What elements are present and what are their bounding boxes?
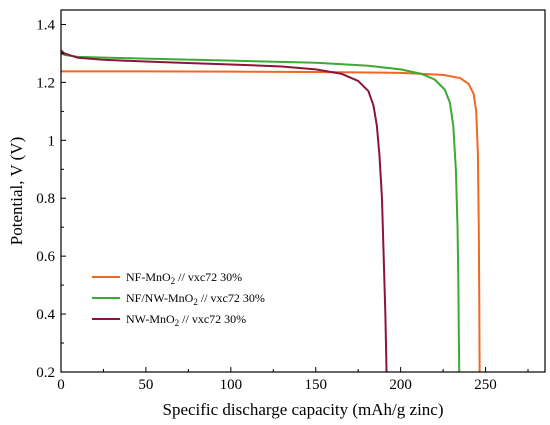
x-tick-label-2: 100 [220,377,243,393]
y-tick-label-2: 0.6 [36,249,55,265]
x-tick-label-3: 150 [304,377,327,393]
y-axis-title: Potential, V (V) [7,137,26,245]
legend-label-1: NF/NW-MnO2 // vxc72 30% [126,291,265,307]
x-tick-label-5: 250 [474,377,497,393]
series-line-0 [61,70,481,373]
y-tick-label-6: 1.4 [36,17,55,33]
plot-frame [60,9,546,373]
series-line-2 [60,49,388,373]
y-tick-label-5: 1.2 [36,75,55,91]
x-tick-label-4: 200 [389,377,412,393]
legend: NF-MnO2 // vxc72 30% NF/NW-MnO2 // vxc72 … [92,270,265,328]
x-axis-title: Specific discharge capacity (mAh/g zinc) [162,400,443,419]
y-tick-label-3: 0.8 [36,191,55,207]
series-lines [60,49,481,373]
y-tick-label-1: 0.4 [36,307,55,323]
legend-label-2: NW-MnO2 // vxc72 30% [126,312,246,328]
legend-label-0: NF-MnO2 // vxc72 30% [126,270,242,286]
x-tick-label-0: 0 [57,377,65,393]
axes: 0 50 100 150 200 250 0.2 0.4 0.6 0.8 1 1.2 1.4 [36,9,546,393]
x-tick-label-1: 50 [138,377,153,393]
y-tick-label-0: 0.2 [36,365,55,381]
y-tick-label-4: 1 [48,133,56,149]
series-line-1 [60,52,461,373]
